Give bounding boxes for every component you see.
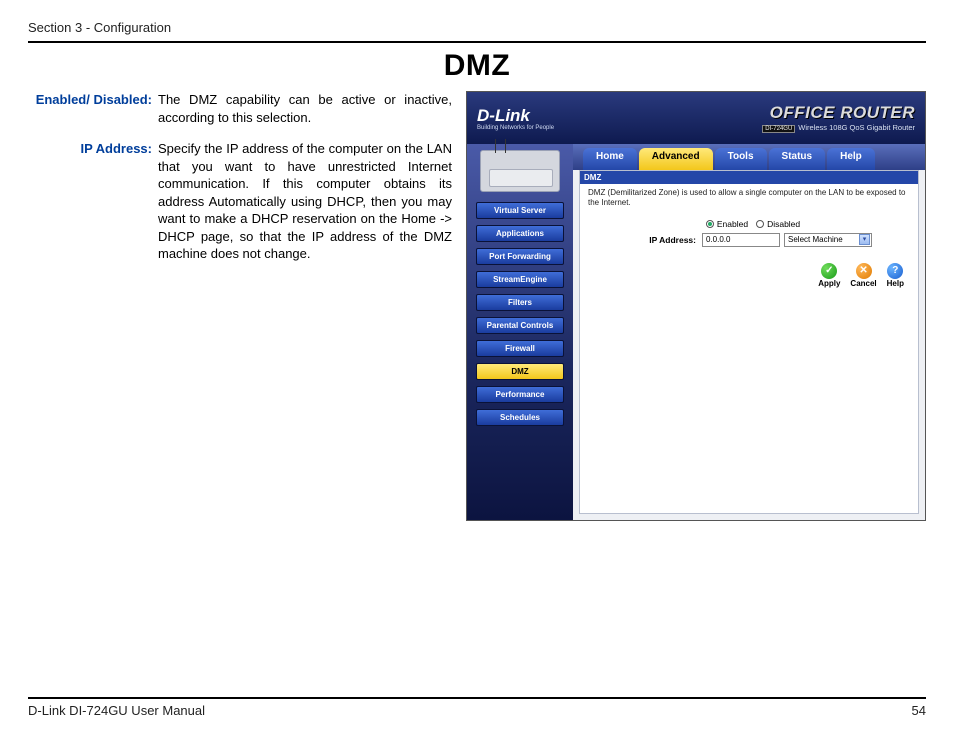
sidebar-item-applications[interactable]: Applications (476, 225, 564, 242)
sidebar-item-port-forwarding[interactable]: Port Forwarding (476, 248, 564, 265)
def-desc-ip: Specify the IP address of the computer o… (158, 140, 452, 263)
x-icon: ✕ (856, 263, 872, 279)
radio-disabled[interactable] (756, 220, 764, 228)
radio-disabled-label: Disabled (767, 219, 800, 229)
sidebar-item-firewall[interactable]: Firewall (476, 340, 564, 357)
machine-select[interactable]: Select Machine ▾ (784, 233, 872, 247)
product-name: OFFICE ROUTER (762, 103, 915, 123)
router-header: D-Link Building Networks for People OFFI… (467, 92, 925, 144)
def-term-enabled: Enabled/ Disabled: (28, 91, 158, 126)
help-label: Help (887, 279, 904, 288)
def-desc-enabled: The DMZ capability can be active or inac… (158, 91, 452, 126)
cancel-button[interactable]: ✕ Cancel (850, 263, 876, 288)
sidebar-item-filters[interactable]: Filters (476, 294, 564, 311)
panel-desc: DMZ (Demilitarized Zone) is used to allo… (588, 188, 910, 209)
product-sub: DI-724GUWireless 108G QoS Gigabit Router (762, 123, 915, 133)
sidebar-item-streamengine[interactable]: StreamEngine (476, 271, 564, 288)
sidebar-item-schedules[interactable]: Schedules (476, 409, 564, 426)
top-rule (28, 41, 926, 43)
product-desc: Wireless 108G QoS Gigabit Router (798, 123, 915, 132)
cancel-label: Cancel (850, 279, 876, 288)
router-sidebar: Virtual Server Applications Port Forwardin… (467, 144, 573, 520)
router-screenshot: D-Link Building Networks for People OFFI… (466, 91, 926, 521)
machine-select-label: Select Machine (788, 235, 843, 244)
section-header: Section 3 - Configuration (28, 20, 926, 35)
tab-status[interactable]: Status (769, 148, 826, 170)
panel-title: DMZ (580, 171, 918, 184)
tab-tools[interactable]: Tools (715, 148, 767, 170)
sidebar-item-virtual-server[interactable]: Virtual Server (476, 202, 564, 219)
brand-logo: D-Link (477, 106, 554, 126)
brand-tagline: Building Networks for People (477, 125, 554, 131)
apply-label: Apply (818, 279, 840, 288)
help-button[interactable]: ? Help (887, 263, 904, 288)
radio-enabled[interactable] (706, 220, 714, 228)
sidebar-item-parental-controls[interactable]: Parental Controls (476, 317, 564, 334)
sidebar-item-dmz[interactable]: DMZ (476, 363, 564, 380)
model-badge: DI-724GU (762, 125, 795, 133)
ip-input[interactable] (702, 233, 780, 247)
footer-right: 54 (912, 703, 926, 718)
page-title: DMZ (28, 49, 926, 83)
tab-advanced[interactable]: Advanced (639, 148, 713, 170)
bottom-rule (28, 697, 926, 699)
question-icon: ? (887, 263, 903, 279)
tab-bar: HomeAdvancedToolsStatusHelp (573, 144, 925, 170)
def-term-ip: IP Address: (28, 140, 158, 263)
device-image (480, 150, 560, 192)
footer-left: D-Link DI-724GU User Manual (28, 703, 205, 718)
ip-label: IP Address: (626, 235, 696, 245)
apply-button[interactable]: ✓ Apply (818, 263, 840, 288)
tab-help[interactable]: Help (827, 148, 875, 170)
sidebar-item-performance[interactable]: Performance (476, 386, 564, 403)
tab-home[interactable]: Home (583, 148, 637, 170)
check-icon: ✓ (821, 263, 837, 279)
chevron-down-icon: ▾ (859, 234, 870, 245)
radio-enabled-label: Enabled (717, 219, 748, 229)
